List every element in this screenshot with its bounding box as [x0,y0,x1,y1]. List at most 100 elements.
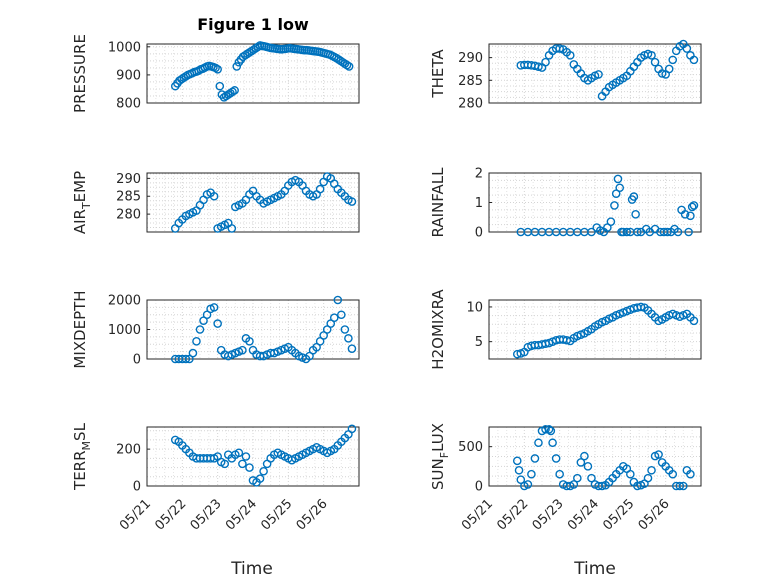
data-point [664,64,674,74]
data-point [211,63,220,73]
y-tick-label: 280 [116,208,141,223]
data-point [555,44,564,53]
data-point [315,184,325,194]
y-tick-label: 1 [475,196,483,211]
data-point [629,192,639,201]
data-point [344,334,353,343]
data-point [342,60,352,70]
data-point [680,209,690,219]
data-point [209,303,219,312]
data-point [587,473,596,483]
data-point [622,227,632,237]
data-point [689,201,699,210]
y-axis-label: RAINFALL [429,167,447,238]
data-point [569,480,579,489]
data-point [633,227,642,237]
axes-border [488,299,702,360]
data-point [243,49,252,59]
data-point [259,466,268,476]
data-point [686,211,695,221]
subplot-4: 0 1 2 RAINFALL [429,167,702,241]
data-point [594,70,603,79]
data-point [329,313,339,323]
data-point [647,465,656,475]
data-point [234,448,244,458]
x-axis-label-left: Time [230,559,273,579]
data-point [249,45,259,54]
data-point [337,310,346,320]
data-point [179,73,189,83]
axes-border [146,43,360,104]
axes-border [488,43,702,104]
data-point [338,57,348,67]
data-point [675,481,685,491]
y-tick-label: 2000 [108,294,141,309]
data-point [247,46,256,56]
data-point [181,354,191,364]
data-point [195,325,205,334]
data-point [668,469,678,479]
data-point [679,481,688,491]
axes-border [146,172,360,233]
y-tick-label: 800 [116,97,141,112]
data-point [668,55,678,65]
data-point [684,227,693,237]
y-tick-label: 290 [116,172,141,187]
data-point [223,90,233,99]
y-tick-label: 5 [475,335,483,350]
data-point [340,325,350,334]
data-point [192,336,201,346]
y-tick-label: 2 [475,167,483,182]
y-axis-label: TERRMSL [71,422,93,491]
data-point [213,319,222,328]
axes-border [146,426,360,487]
data-point [177,74,186,84]
data-point [227,224,237,233]
data-point [527,469,536,479]
y-tick-label: 1000 [108,40,141,55]
data-point [228,87,237,97]
data-point [238,459,247,469]
data-point [240,50,250,60]
y-tick-label: 0 [133,353,141,368]
y-axis-label: H2OMIXRA [429,289,447,370]
data-point [551,454,561,463]
data-point [673,227,683,237]
y-tick-label: 280 [458,97,483,112]
data-point [245,336,254,346]
subplot-1: 800 900 1000 PRESSURE [71,34,360,113]
data-point [657,69,667,78]
data-point [232,62,242,71]
y-tick-label: 1000 [108,323,141,338]
data-point [597,481,607,491]
data-point [548,438,557,448]
data-point [541,57,550,67]
y-axis-label: THETA [429,49,447,99]
data-point [555,469,564,479]
data-point [230,86,239,95]
y-tick-label: 285 [116,190,141,205]
figure-title: Figure 1 low [197,15,309,34]
y-tick-label: 0 [133,480,141,495]
data-point [347,424,357,434]
data-point [175,76,184,85]
subplot-3: 280 285 290 AIRTEMP [71,171,360,234]
data-point [631,209,640,219]
x-axis-label-right: Time [573,559,616,579]
y-tick-label: 200 [116,443,141,458]
data-point [534,438,543,448]
data-point [682,44,692,53]
data-point [219,93,229,102]
y-tick-label: 900 [116,68,141,83]
data-point [238,52,248,61]
y-axis-label: AIRTEMP [71,171,93,234]
subplot-6: 5 10 H2OMIXRA [429,289,702,370]
data-point [610,201,619,210]
data-point [686,469,695,479]
data-point [253,42,263,52]
data-point [650,57,660,67]
y-tick-label: 0 [475,226,483,241]
data-point [347,344,357,353]
